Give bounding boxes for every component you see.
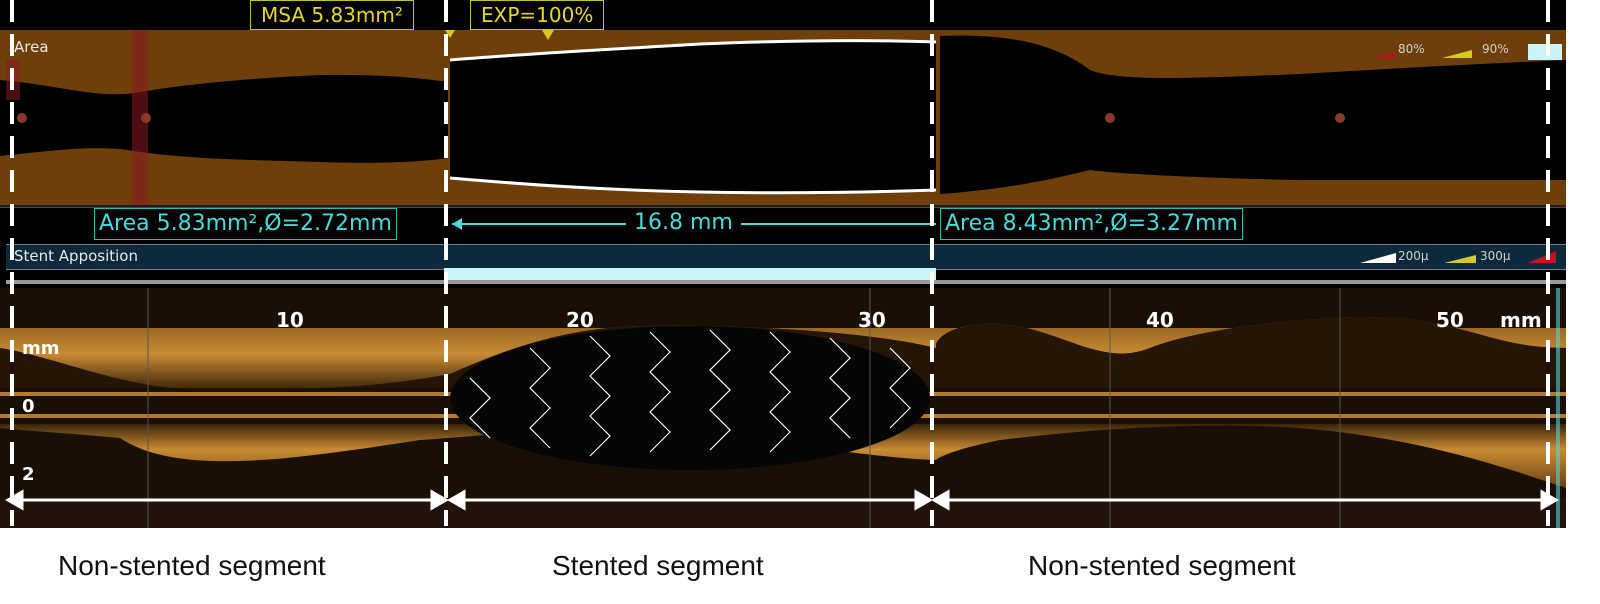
upper-vessel-wall [0,317,1566,391]
distance-grid [147,288,1341,528]
stent-struts-region [450,326,930,470]
caption-stented-segment: Stented segment [552,550,764,581]
reference-dot [1105,113,1115,123]
stent-struts [469,329,911,457]
stent-apposition-fill [444,268,936,281]
reference-dot [17,113,27,123]
depth-unit-label: mm [22,338,60,359]
distal-reference-area: Area 8.43mm²,Ø=3.27mm [940,208,1243,240]
proximal-reference-area: Area 5.83mm²,Ø=2.72mm [94,208,397,240]
stent-length: 16.8 mm [626,208,741,238]
stent-lower-contour [449,176,937,195]
legend-swatch-100 [1528,44,1562,60]
tick-label-20: 20 [566,308,594,332]
reference-dot [141,113,151,123]
boundary-stent-proximal [444,0,448,526]
axis-unit-label: mm [1500,308,1542,332]
length-arrow-left [452,218,462,230]
proximal-reference-marker [132,30,148,208]
caption-distal-segment: Non-stented segment [1028,550,1296,581]
depth-label-2: 2 [22,464,35,485]
boundary-stent-distal [930,0,934,526]
stent-apposition-label: Stent Apposition [14,247,138,265]
tick-label-30: 30 [858,308,886,332]
area-panel: Area 80% 90% [0,30,1566,208]
tick-label-50: 50 [1436,308,1464,332]
proximal-lumen [0,74,448,163]
boundary-right [1546,0,1550,526]
panel-separator [6,280,1566,284]
exp-marker [542,30,554,40]
segment-range-arrows [4,489,1560,511]
stent-lumen [450,40,936,193]
legend-200: 200μ [1398,249,1429,263]
tick-label-40: 40 [1146,308,1174,332]
longitudinal-oct-image [0,288,1566,528]
apposition-legend-swatches [1360,251,1556,263]
area-profile-graph [0,30,1566,208]
caption-proximal-segment: Non-stented segment [58,550,326,581]
stent-apposition-bar: Stent Apposition 200μ 300μ [6,244,1566,270]
longitudinal-oct-view: 10 20 30 40 50 mm mm 0 2 [0,288,1566,528]
oct-viewer: MSA 5.83mm² EXP=100% [0,0,1566,528]
tick-label-10: 10 [276,308,304,332]
distal-lumen [940,35,1566,194]
legend-80: 80% [1398,42,1425,56]
lower-vessel-wall [0,424,1566,488]
legend-swatch-80 [1375,52,1395,58]
depth-label-0: 0 [22,396,35,417]
legend-swatch-90 [1442,50,1472,58]
boundary-left [10,0,14,526]
stent-upper-contour [449,39,937,62]
msa-label: MSA 5.83mm² [250,0,414,30]
expansion-label: EXP=100% [470,0,605,30]
legend-90: 90% [1482,42,1509,56]
legend-300: 300μ [1480,249,1511,263]
area-label: Area [14,38,49,56]
reference-dot [1335,113,1345,123]
